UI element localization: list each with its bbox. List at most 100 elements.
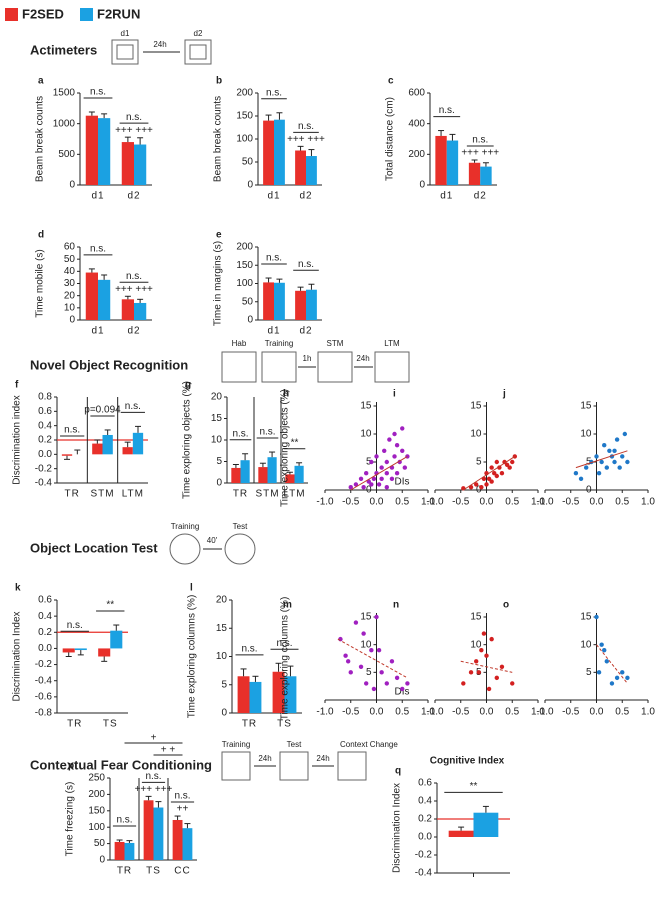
- point: [376, 482, 382, 487]
- y-tick-label: 200: [236, 88, 253, 99]
- point: [614, 675, 620, 681]
- y-axis-label: Discrimination Index: [392, 783, 403, 873]
- bar: [98, 279, 111, 320]
- arena-icon: [317, 351, 353, 383]
- x-tick-label: 0.0: [590, 707, 604, 718]
- point: [612, 448, 617, 453]
- y-tick-label: 250: [88, 773, 105, 784]
- bar: [172, 819, 183, 860]
- point: [499, 664, 505, 669]
- point: [353, 482, 359, 487]
- x-tick-label: 0.5: [395, 707, 409, 718]
- point: [384, 681, 389, 686]
- panel-letter: c: [388, 76, 394, 87]
- bar: [134, 302, 147, 320]
- point: [620, 670, 625, 675]
- y-tick-label: 0: [69, 315, 75, 326]
- point: [345, 659, 351, 664]
- point: [492, 471, 497, 476]
- section-heading: Contextual Fear Conditioning: [30, 757, 212, 772]
- x-tick-label: d2: [299, 326, 312, 337]
- x-tick-label: 0.5: [505, 497, 519, 508]
- bar: [134, 144, 147, 185]
- point: [489, 479, 494, 484]
- arena-icon: [261, 351, 297, 383]
- x-tick-label: 1.0: [531, 497, 545, 508]
- point: [484, 653, 489, 658]
- x-tick-label: STM: [90, 489, 114, 500]
- bar: [473, 812, 499, 837]
- arena-icon: [224, 533, 256, 565]
- point: [494, 473, 499, 479]
- significance: n.s.: [64, 425, 80, 436]
- point: [599, 642, 604, 647]
- point: [594, 614, 599, 620]
- y-tick-label: 200: [236, 242, 253, 253]
- panel-letter: b: [216, 76, 222, 87]
- significance: n.s.: [298, 259, 314, 270]
- legend-swatch: [80, 8, 93, 21]
- point: [387, 437, 392, 442]
- point: [394, 443, 400, 448]
- y-tick-label: 10: [580, 429, 592, 440]
- significance: n.s.: [67, 620, 83, 631]
- y-tick-label: 500: [58, 149, 75, 160]
- point: [389, 659, 395, 664]
- bar: [295, 150, 306, 185]
- bar: [143, 800, 154, 860]
- panel-letter: i: [393, 389, 396, 400]
- bar: [92, 443, 103, 455]
- y-tick-label: 0.6: [38, 595, 52, 606]
- panel-letter: k: [15, 583, 21, 594]
- y-axis-label: Time exploring objects (%): [182, 381, 193, 499]
- trend-line: [463, 455, 516, 491]
- x-tick-label: d1: [91, 191, 104, 202]
- x-tick-label: -1.0: [426, 497, 444, 508]
- annotation: +++ +++: [115, 284, 153, 295]
- point: [364, 471, 369, 476]
- y-tick-label: 5: [221, 679, 227, 690]
- x-tick-label: STM: [255, 489, 279, 500]
- point: [602, 648, 607, 653]
- x-tick-label: 0.0: [480, 707, 494, 718]
- point: [402, 465, 408, 470]
- comparison: +: [151, 733, 157, 744]
- y-tick-label: 0.6: [418, 778, 432, 789]
- trend-line: [460, 660, 513, 673]
- y-tick-label: 5: [476, 457, 482, 468]
- y-tick-label: 60: [64, 242, 76, 253]
- x-tick-label: -1.0: [536, 497, 554, 508]
- y-tick-label: 5: [216, 456, 222, 467]
- y-axis-label: Time mobile (s): [35, 249, 46, 318]
- panel-letter: l: [190, 583, 193, 594]
- y-tick-label: 400: [408, 118, 425, 129]
- arena-icon: [189, 44, 207, 60]
- x-tick-label: 0.5: [615, 707, 629, 718]
- comparison: + +: [161, 745, 176, 756]
- section-heading: Actimeters: [30, 42, 97, 57]
- step-label: STM: [327, 339, 344, 348]
- point: [474, 482, 479, 487]
- bar: [274, 119, 285, 185]
- point: [620, 454, 625, 459]
- panel-letter: q: [395, 766, 401, 777]
- point: [371, 476, 377, 481]
- point: [499, 471, 505, 476]
- point: [400, 448, 405, 453]
- panel-letter: j: [502, 389, 506, 400]
- y-tick-label: 10: [580, 639, 592, 650]
- y-tick-label: 0.4: [418, 796, 432, 807]
- x-tick-label: 1.0: [641, 497, 655, 508]
- panel-letter: o: [503, 600, 509, 611]
- point: [392, 454, 397, 459]
- y-tick-label: 15: [360, 401, 372, 412]
- y-tick-label: -0.2: [35, 659, 53, 670]
- y-tick-label: 5: [586, 457, 592, 468]
- significance: n.s.: [472, 135, 488, 146]
- y-tick-label: 0.2: [38, 627, 52, 638]
- significance: n.s.: [125, 401, 141, 412]
- y-tick-label: 0.8: [38, 392, 52, 403]
- y-tick-label: 50: [64, 254, 76, 265]
- point: [376, 648, 382, 653]
